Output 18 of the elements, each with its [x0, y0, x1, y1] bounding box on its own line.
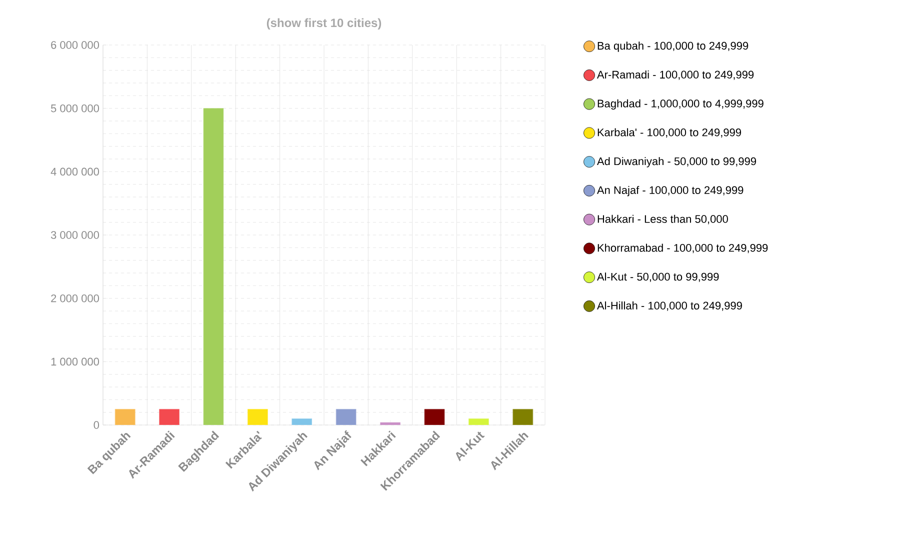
- legend-label: Karbala' - 100,000 to 249,999: [598, 128, 742, 138]
- y-tick-label: 0: [94, 421, 100, 429]
- y-tick-label: 6 000 000: [51, 41, 100, 49]
- chart-title: (show first 10 cities): [266, 18, 382, 30]
- legend-label: Baghdad - 1,000,000 to 4,999,999: [598, 99, 764, 110]
- y-tick-label: 2 000 000: [51, 294, 100, 302]
- y-tick-label: 3 000 000: [50, 231, 100, 239]
- legend-label: Khorramabad - 100,000 to 249,999: [598, 244, 768, 254]
- y-tick-label: 5 000 000: [50, 104, 100, 112]
- legend-label: Ar-Ramadi - 100,000 to 249,999: [596, 70, 754, 80]
- legend-label: Ba qubah - 100,000 to 249,999: [598, 42, 748, 52]
- y-tick-label: 1 000 000: [51, 358, 100, 366]
- legend-label: Al-Kut - 50,000 to 99,999: [596, 272, 719, 282]
- legend-label: Hakkari - Less than 50,000: [598, 214, 728, 224]
- legend-label: An Najaf - 100,000 to 249,999: [596, 186, 744, 196]
- legend-label: Ad Diwaniyah - 50,000 to 99,999: [596, 157, 756, 168]
- y-tick-label: 4 000 000: [50, 168, 100, 176]
- legend-label: Al-Hillah - 100,000 to 249,999: [596, 301, 742, 311]
